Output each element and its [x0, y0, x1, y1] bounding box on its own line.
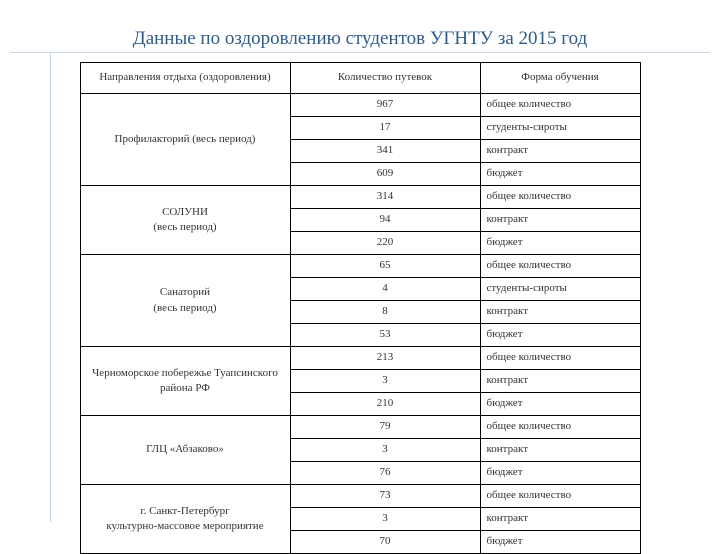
table-row: Санаторий(весь период)65общее количество [80, 255, 640, 278]
count-cell: 76 [290, 462, 480, 485]
form-cell: общее количество [480, 347, 640, 370]
form-cell: контракт [480, 370, 640, 393]
count-cell: 3 [290, 508, 480, 531]
table-row: г. Санкт-Петербургкультурно-массовое мер… [80, 485, 640, 508]
form-cell: общее количество [480, 416, 640, 439]
form-cell: контракт [480, 140, 640, 163]
form-cell: бюджет [480, 324, 640, 347]
header-form: Форма обучения [480, 63, 640, 94]
count-cell: 967 [290, 94, 480, 117]
form-cell: бюджет [480, 163, 640, 186]
count-cell: 65 [290, 255, 480, 278]
count-cell: 79 [290, 416, 480, 439]
direction-cell: ГЛЦ «Абзаково» [80, 416, 290, 485]
form-cell: общее количество [480, 485, 640, 508]
table-row: Черноморское побережье Туапсинского райо… [80, 347, 640, 370]
form-cell: бюджет [480, 232, 640, 255]
direction-cell: Санаторий(весь период) [80, 255, 290, 347]
form-cell: студенты-сироты [480, 117, 640, 140]
count-cell: 53 [290, 324, 480, 347]
decorative-vertical-line [50, 52, 51, 522]
form-cell: бюджет [480, 531, 640, 554]
header-count: Количество путевок [290, 63, 480, 94]
count-cell: 609 [290, 163, 480, 186]
count-cell: 3 [290, 439, 480, 462]
count-cell: 70 [290, 531, 480, 554]
form-cell: общее количество [480, 94, 640, 117]
count-cell: 17 [290, 117, 480, 140]
direction-cell: Профилакторий (весь период) [80, 94, 290, 186]
count-cell: 210 [290, 393, 480, 416]
header-direction: Направления отдыха (оздоровления) [80, 63, 290, 94]
form-cell: контракт [480, 508, 640, 531]
count-cell: 3 [290, 370, 480, 393]
direction-cell: г. Санкт-Петербургкультурно-массовое мер… [80, 485, 290, 554]
slide-title: Данные по оздоровлению студентов УГНТУ з… [0, 28, 720, 50]
form-cell: студенты-сироты [480, 278, 640, 301]
count-cell: 341 [290, 140, 480, 163]
form-cell: бюджет [480, 462, 640, 485]
table-row: ГЛЦ «Абзаково»79общее количество [80, 416, 640, 439]
form-cell: общее количество [480, 255, 640, 278]
direction-cell: СОЛУНИ(весь период) [80, 186, 290, 255]
form-cell: бюджет [480, 393, 640, 416]
students-table: Направления отдыха (оздоровления) Количе… [80, 62, 641, 554]
count-cell: 8 [290, 301, 480, 324]
table-row: СОЛУНИ(весь период)314общее количество [80, 186, 640, 209]
form-cell: контракт [480, 301, 640, 324]
count-cell: 220 [290, 232, 480, 255]
table-header-row: Направления отдыха (оздоровления) Количе… [80, 63, 640, 94]
count-cell: 73 [290, 485, 480, 508]
direction-cell: Черноморское побережье Туапсинского райо… [80, 347, 290, 416]
decorative-horizontal-line [10, 52, 710, 53]
count-cell: 314 [290, 186, 480, 209]
count-cell: 213 [290, 347, 480, 370]
form-cell: контракт [480, 209, 640, 232]
form-cell: контракт [480, 439, 640, 462]
count-cell: 4 [290, 278, 480, 301]
slide: Данные по оздоровлению студентов УГНТУ з… [0, 0, 720, 540]
form-cell: общее количество [480, 186, 640, 209]
table-row: Профилакторий (весь период)967общее коли… [80, 94, 640, 117]
count-cell: 94 [290, 209, 480, 232]
